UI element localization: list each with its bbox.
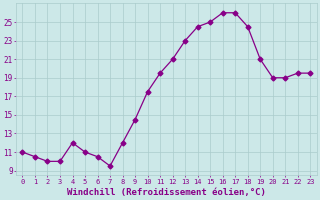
- X-axis label: Windchill (Refroidissement éolien,°C): Windchill (Refroidissement éolien,°C): [67, 188, 266, 197]
